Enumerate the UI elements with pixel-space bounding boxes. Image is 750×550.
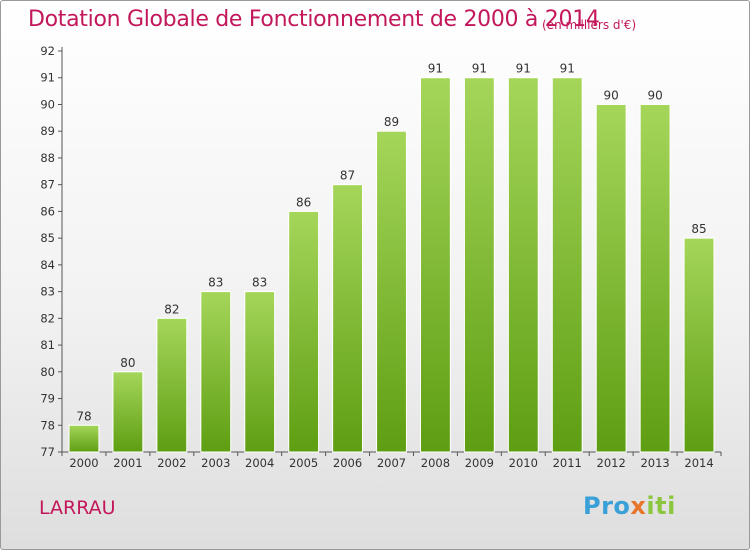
x-tick-label: 2004	[245, 456, 274, 470]
bar-2014	[683, 237, 715, 453]
x-tick-label: 2013	[640, 456, 669, 470]
y-tick-label: 86	[40, 204, 55, 218]
data-label-2008: 91	[428, 62, 443, 76]
data-label-2009: 91	[472, 62, 487, 76]
y-tick-label: 84	[40, 258, 55, 272]
data-label-2000: 78	[76, 409, 91, 423]
bar-2005	[288, 210, 320, 453]
bar-2010	[507, 77, 539, 453]
y-tick-label: 78	[40, 418, 55, 432]
data-label-2007: 89	[384, 115, 399, 129]
data-label-2013: 90	[647, 88, 662, 102]
commune-name: LARRAU	[39, 497, 116, 519]
y-tick-label: 88	[40, 151, 55, 165]
x-tick-label: 2012	[597, 456, 626, 470]
data-label-2001: 80	[120, 356, 135, 370]
y-tick-label: 90	[40, 97, 55, 111]
data-labels-layer: 78 80 82 83 83 86 87 89 91 91 91 91 90 90 85	[76, 62, 706, 424]
bar-2004	[244, 291, 276, 453]
bar-2009	[463, 77, 495, 453]
bar-2007	[376, 130, 407, 453]
data-label-2005: 86	[296, 195, 311, 209]
bar-2006	[332, 184, 364, 453]
x-tick-label: 2000	[69, 456, 98, 470]
chart-title: Dotation Globale de Fonctionnement de 20…	[28, 7, 600, 32]
x-tick-label: 2005	[289, 456, 318, 470]
x-tick-label: 2002	[157, 456, 186, 470]
y-tick-label: 81	[40, 338, 55, 352]
y-tick-label: 80	[40, 365, 55, 379]
y-tick-label: 77	[40, 445, 55, 459]
y-tick-label: 83	[40, 285, 55, 299]
x-tick-label: 2001	[113, 456, 142, 470]
data-label-2012: 90	[604, 88, 619, 102]
x-tick-label: 2010	[509, 456, 538, 470]
x-tick-label: 2003	[201, 456, 230, 470]
y-tick-label: 87	[40, 178, 55, 192]
y-tick-label: 85	[40, 231, 55, 245]
bar-2003	[200, 291, 232, 453]
bar-2001	[112, 371, 144, 453]
data-label-2003: 83	[208, 276, 223, 290]
y-tick-label: 79	[40, 392, 55, 406]
x-tick-label: 2014	[684, 456, 713, 470]
chart-subtitle: (en milliers d'€)	[542, 18, 637, 32]
bar-2008	[419, 77, 451, 453]
data-label-2002: 82	[164, 302, 179, 316]
x-tick-label: 2011	[553, 456, 582, 470]
data-label-2006: 87	[340, 169, 355, 183]
x-tick-label: 2007	[377, 456, 406, 470]
bar-2002	[156, 317, 188, 453]
x-tick-label: 2006	[333, 456, 362, 470]
x-tick-label: 2008	[421, 456, 450, 470]
data-label-2004: 83	[252, 276, 267, 290]
data-label-2011: 91	[560, 62, 575, 76]
bar-2012	[595, 103, 627, 453]
y-tick-label: 89	[40, 124, 55, 138]
data-label-2010: 91	[516, 62, 531, 76]
logo-part-1: Pro	[583, 492, 631, 520]
axes-layer: 77 78 79 80 81 82 83 84 85 86 87 88 89 90 91 92 2000 2001…	[40, 44, 722, 470]
bar-2013	[639, 103, 671, 453]
proxiti-logo[interactable]: Proxiti	[583, 492, 676, 520]
y-tick-label: 82	[40, 311, 55, 325]
data-label-2014: 85	[691, 222, 706, 236]
y-tick-label: 91	[40, 71, 55, 85]
bars-layer	[68, 77, 715, 453]
x-tick-label: 2009	[465, 456, 494, 470]
bar-2000	[68, 424, 100, 453]
y-tick-label: 92	[40, 44, 55, 58]
logo-part-2: x	[630, 492, 647, 520]
bar-2011	[551, 77, 583, 453]
logo-part-3: iti	[646, 492, 676, 520]
